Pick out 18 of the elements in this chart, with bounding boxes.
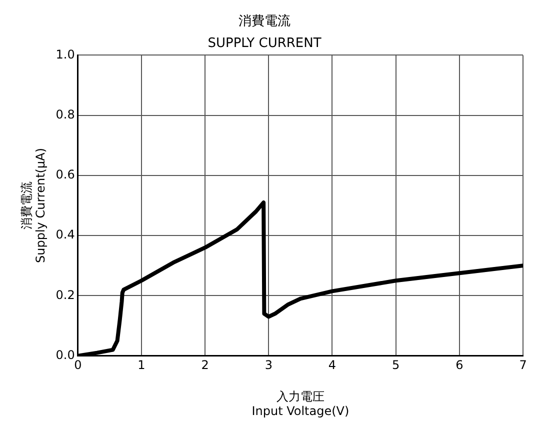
x-tick-label: 0 <box>74 358 82 372</box>
x-axis-title: 入力電圧 Input Voltage(V) <box>252 390 350 418</box>
x-tick-label: 1 <box>138 358 146 372</box>
chart-subtitle: SUPPLY CURRENT <box>208 36 322 51</box>
x-tick-label: 6 <box>456 358 464 372</box>
y-tick-label: 0.0 <box>56 348 75 362</box>
y-tick-label: 0.4 <box>56 228 75 242</box>
y-tick-label: 0.6 <box>56 168 75 182</box>
x-tick-label: 5 <box>392 358 400 372</box>
x-tick-label: 3 <box>264 358 272 372</box>
x-tick-label: 2 <box>201 358 209 372</box>
chart-title: 消費電流 <box>238 13 290 30</box>
y-tick-label: 0.2 <box>56 288 75 302</box>
y-axis-title: 消費電流 Supply Current(μA) <box>19 148 48 263</box>
x-tick-label: 4 <box>328 358 336 372</box>
y-tick-label: 0.8 <box>56 107 75 122</box>
x-tick-label: 7 <box>519 358 527 372</box>
y-tick-label: 1.0 <box>56 47 75 62</box>
